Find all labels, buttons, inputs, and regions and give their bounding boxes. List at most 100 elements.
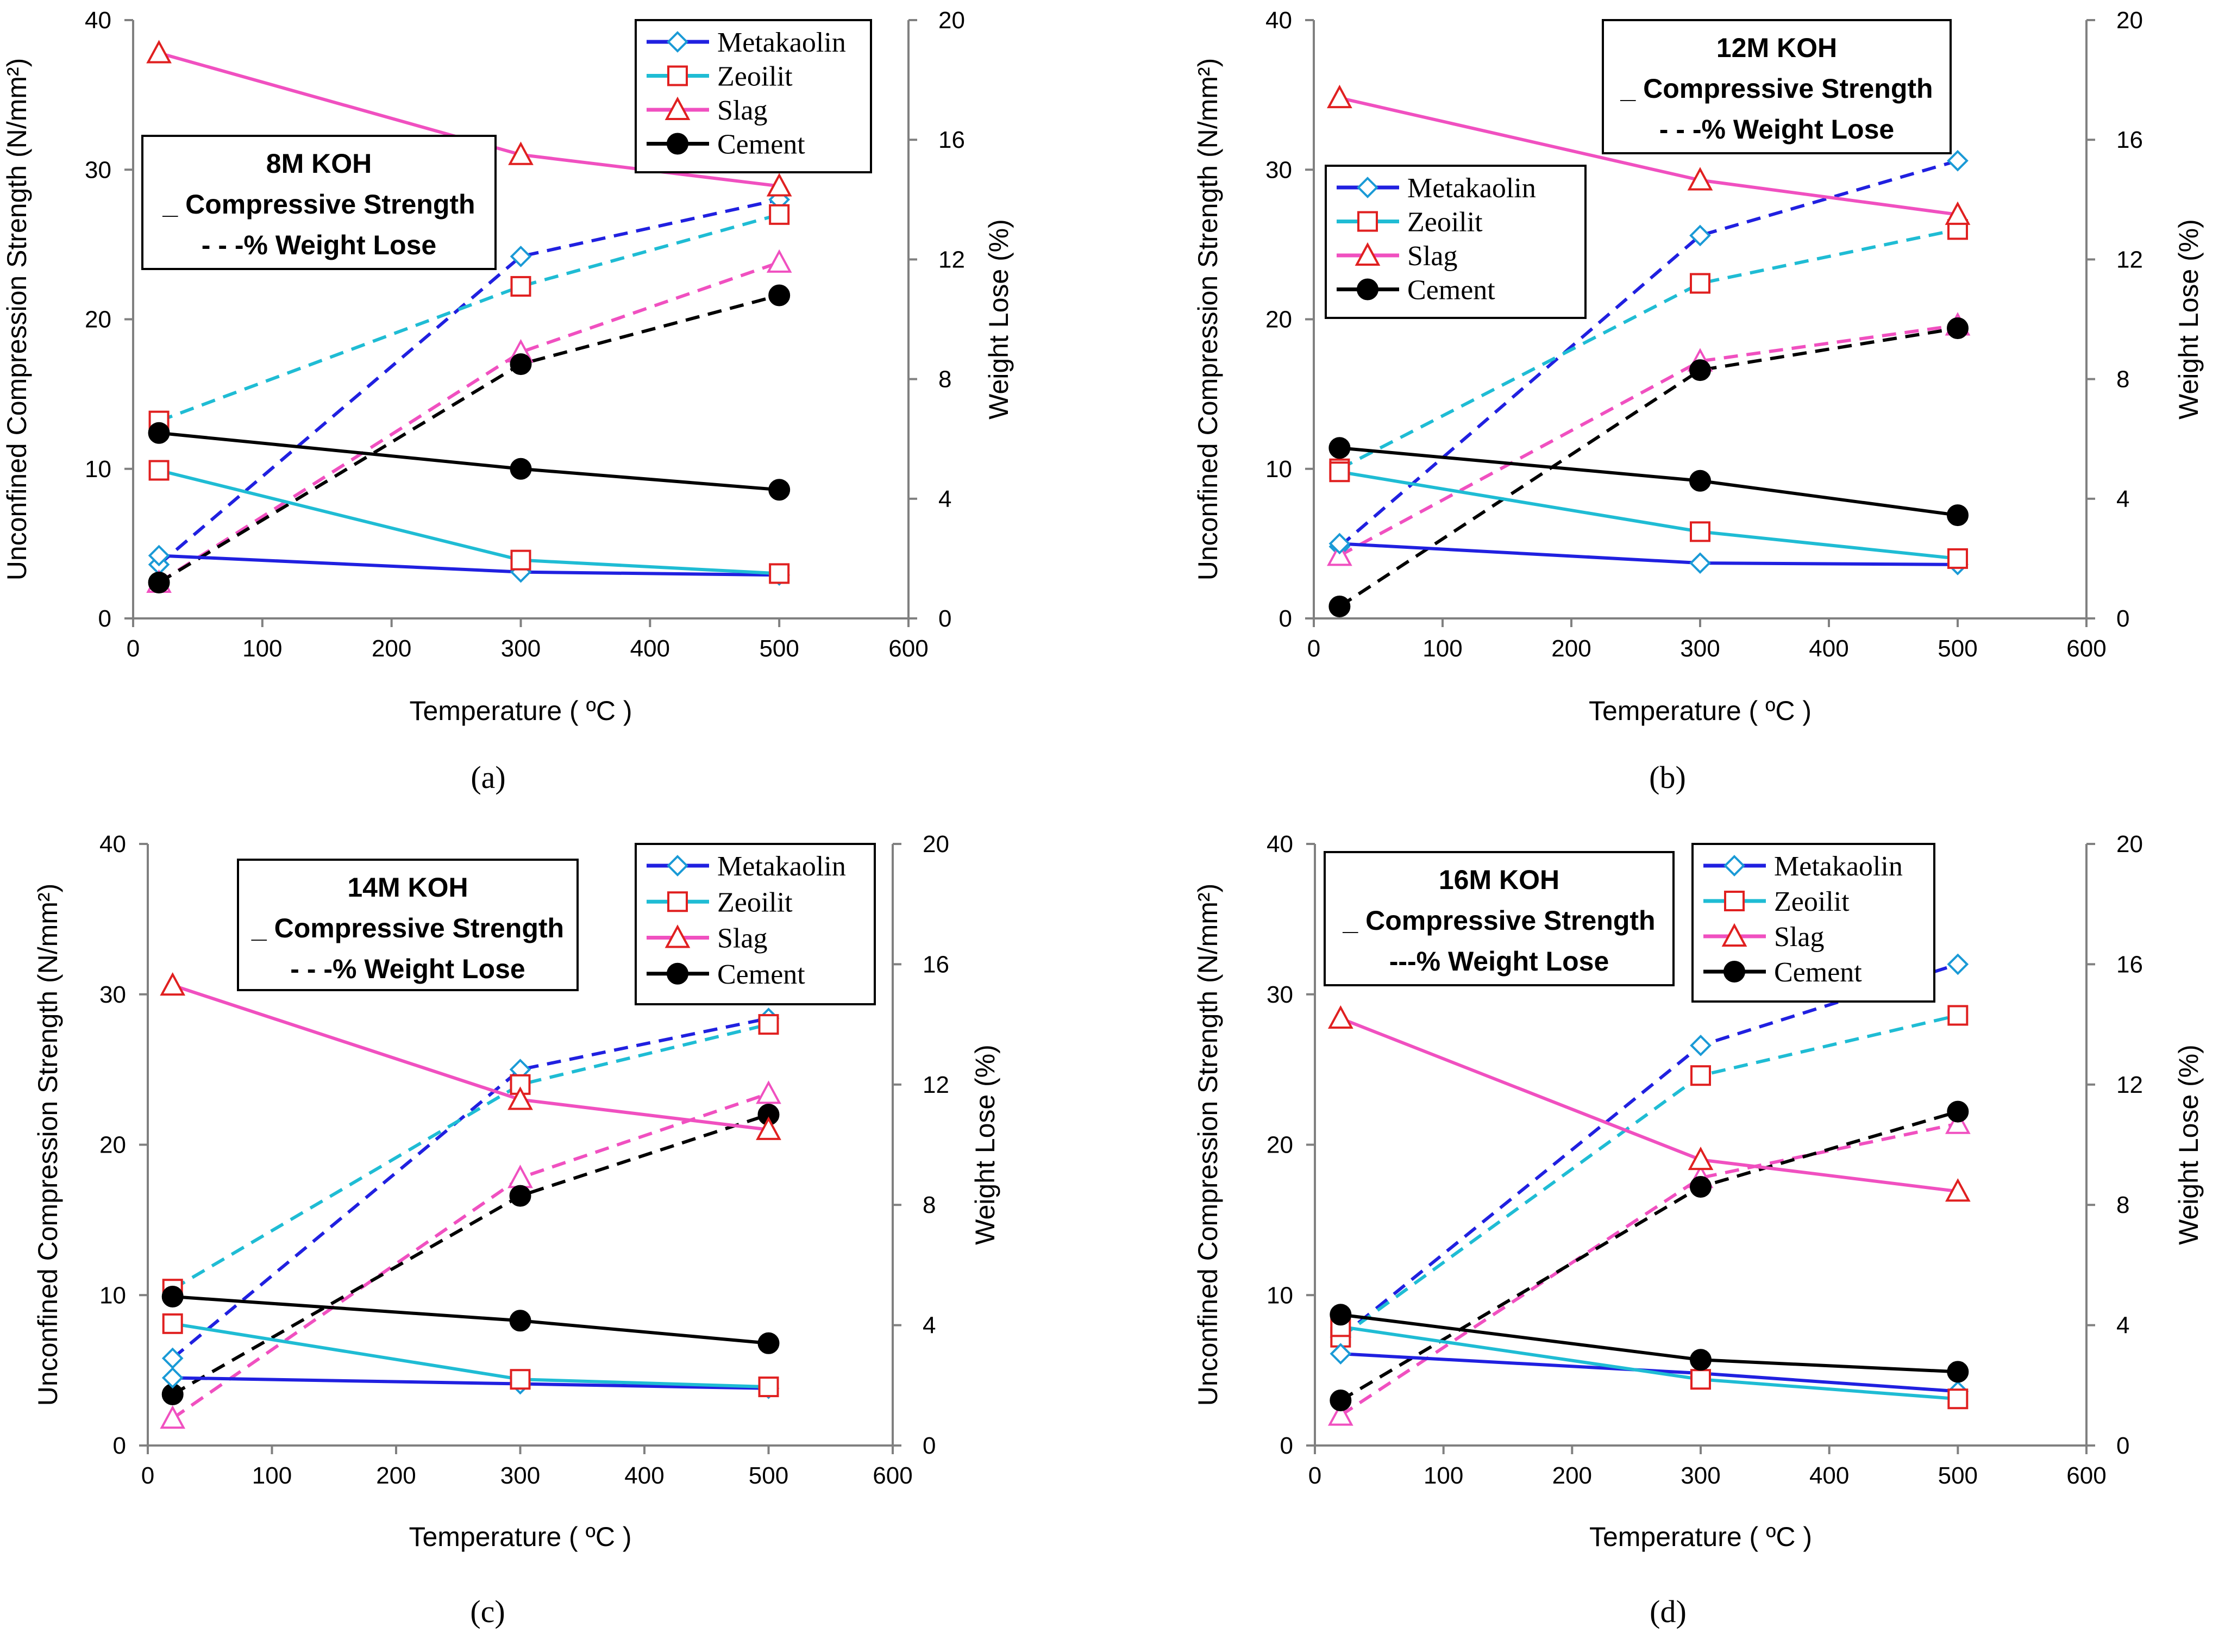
weight-loss-line-cement bbox=[1338, 327, 1958, 608]
y-tick-label: 40 bbox=[99, 831, 126, 858]
strength-point-zeoilit bbox=[1690, 1369, 1711, 1390]
y-tick-label: 30 bbox=[1265, 157, 1292, 183]
y2-tick-label: 12 bbox=[2116, 246, 2143, 273]
x-tick-label: 600 bbox=[888, 635, 928, 662]
y2-axis-title: Weight Lose (%) bbox=[983, 219, 1014, 420]
x-tick-label: 0 bbox=[141, 1462, 154, 1489]
y2-tick-label: 4 bbox=[923, 1312, 936, 1339]
strength-point-zeoilit bbox=[769, 563, 790, 584]
weight-loss-point-metakaolin bbox=[1947, 149, 1969, 172]
strength-point-zeoilit bbox=[1947, 1388, 1969, 1410]
strength-point-slag bbox=[146, 40, 172, 64]
y2-tick-label: 8 bbox=[2116, 1192, 2129, 1218]
x-tick-label: 600 bbox=[873, 1462, 912, 1489]
weight-loss-point-zeoilit bbox=[1690, 273, 1710, 294]
strength-point-metakaolin bbox=[1689, 552, 1711, 574]
strength-point-slag bbox=[756, 1116, 781, 1140]
legend-label-zeoilit: Zeoilit bbox=[717, 61, 793, 92]
weight-loss-line-zeoilit bbox=[1339, 1013, 1959, 1339]
weight-loss-line-cement bbox=[158, 293, 780, 584]
y-axis-title: Unconfined Compression Strength (N/mm²) bbox=[33, 884, 63, 1406]
strength-line-slag bbox=[1340, 1017, 1958, 1193]
strength-point-cement bbox=[1690, 1349, 1712, 1371]
x-tick-label: 0 bbox=[1308, 1462, 1321, 1489]
x-tick-label: 500 bbox=[759, 635, 799, 662]
strength-point-zeoilit bbox=[758, 1376, 779, 1398]
strength-line-zeoilit bbox=[1339, 470, 1958, 560]
weight-loss-line-slag bbox=[1339, 1122, 1958, 1417]
weight-loss-point-cement bbox=[768, 284, 791, 306]
legend-label-zeoilit: Zeoilit bbox=[717, 887, 793, 918]
y2-tick-label: 4 bbox=[938, 486, 951, 512]
strength-point-zeoilit bbox=[1947, 548, 1968, 569]
weight-loss-point-cement bbox=[1690, 1175, 1712, 1198]
strength-point-cement bbox=[1330, 1304, 1352, 1326]
y-tick-label: 10 bbox=[85, 456, 111, 483]
weight-loss-point-zeoilit bbox=[510, 276, 531, 297]
legend-label-slag: Slag bbox=[1407, 241, 1457, 272]
legend-label-zeoilit: Zeoilit bbox=[1407, 207, 1483, 238]
y2-tick-label: 8 bbox=[2116, 366, 2129, 393]
info-box-strength-label: _ Compressive Strength bbox=[1620, 73, 1933, 104]
strength-point-slag bbox=[1945, 1178, 1971, 1202]
y2-tick-label: 20 bbox=[938, 7, 965, 34]
x-axis-title: Temperature ( ºC ) bbox=[409, 696, 632, 726]
strength-line-zeoilit bbox=[172, 1322, 769, 1389]
legend-marker-zeoilit bbox=[667, 891, 688, 912]
legend-label-metakaolin: Metakaolin bbox=[1774, 851, 1903, 882]
weight-loss-line-slag bbox=[158, 261, 780, 584]
x-tick-label: 300 bbox=[1680, 635, 1720, 662]
strength-point-cement bbox=[148, 422, 170, 444]
legend-label-metakaolin: Metakaolin bbox=[1407, 173, 1536, 204]
info-box-title: 14M KOH bbox=[347, 872, 468, 903]
x-tick-label: 300 bbox=[1681, 1462, 1720, 1489]
legend-marker-slag bbox=[1355, 242, 1381, 266]
x-tick-label: 400 bbox=[624, 1462, 664, 1489]
legend-marker-metakaolin bbox=[667, 855, 688, 877]
legend-marker-cement bbox=[667, 133, 688, 155]
chart-panel-3: 0 100 200 300 400 500 600010203040048121620Tem… bbox=[33, 831, 1000, 1629]
strength-point-zeoilit bbox=[1690, 521, 1710, 542]
weight-loss-point-zeoilit bbox=[1947, 1005, 1969, 1026]
y-tick-label: 40 bbox=[85, 7, 111, 34]
strength-point-cement bbox=[161, 1286, 184, 1308]
chart-panel-2: 0 100 200 300 400 500 600010203040048121620Tem… bbox=[1193, 7, 2204, 795]
y-tick-label: 20 bbox=[85, 306, 111, 333]
y2-tick-label: 20 bbox=[2116, 831, 2143, 858]
strength-point-metakaolin bbox=[148, 545, 170, 567]
y-tick-label: 10 bbox=[99, 1282, 126, 1309]
strength-point-cement bbox=[1328, 437, 1351, 459]
y-tick-label: 20 bbox=[99, 1132, 126, 1159]
x-tick-label: 100 bbox=[242, 635, 282, 662]
x-axis-title: Temperature ( ºC ) bbox=[409, 1522, 631, 1552]
legend-marker-metakaolin bbox=[1723, 855, 1745, 877]
x-tick-label: 100 bbox=[1422, 635, 1462, 662]
y-tick-label: 20 bbox=[1267, 1132, 1293, 1159]
chart-panel-4: 0 100 200 300 400 500 600010203040048121620Tem… bbox=[1193, 831, 2204, 1629]
y2-axis-title: Weight Lose (%) bbox=[2173, 1044, 2204, 1245]
info-box-weight-label: - - -% Weight Lose bbox=[1659, 114, 1894, 145]
y2-axis-title: Weight Lose (%) bbox=[970, 1044, 1000, 1245]
legend-label-slag: Slag bbox=[717, 95, 767, 126]
y-tick-label: 30 bbox=[1267, 981, 1293, 1008]
weight-loss-line-metakaolin bbox=[171, 1017, 769, 1360]
x-tick-label: 200 bbox=[376, 1462, 416, 1489]
legend-label-slag: Slag bbox=[717, 923, 767, 954]
legend-marker-cement bbox=[1357, 278, 1378, 301]
info-box-strength-label: _ Compressive Strength bbox=[251, 913, 564, 943]
weight-loss-point-metakaolin bbox=[1690, 1035, 1712, 1056]
y-tick-label: 20 bbox=[1265, 306, 1292, 333]
x-tick-label: 200 bbox=[1551, 635, 1591, 662]
strength-point-zeoilit bbox=[510, 549, 531, 571]
strength-point-slag bbox=[507, 1086, 533, 1110]
weight-loss-point-cement bbox=[1328, 595, 1351, 617]
legend-label-slag: Slag bbox=[1774, 922, 1824, 953]
strength-point-cement bbox=[757, 1332, 780, 1354]
legend-marker-zeoilit bbox=[1724, 891, 1745, 911]
weight-loss-point-metakaolin bbox=[510, 246, 532, 267]
weight-loss-point-slag bbox=[160, 1405, 186, 1429]
x-tick-label: 500 bbox=[1938, 1462, 1978, 1489]
strength-line-metakaolin bbox=[159, 554, 780, 577]
